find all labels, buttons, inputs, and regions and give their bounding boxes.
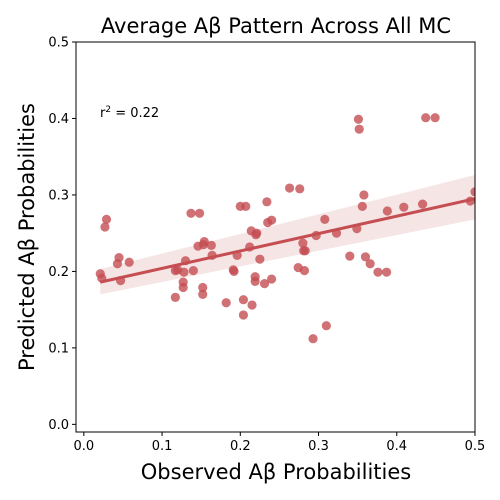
data-point [382, 206, 392, 216]
x-tick-label: 0.4 [386, 439, 407, 454]
data-point [100, 222, 110, 232]
confidence-band [100, 175, 475, 295]
y-tick-label: 0.0 [48, 418, 69, 433]
data-point [247, 300, 257, 310]
data-point [178, 282, 188, 293]
x-tick-label: 0.0 [73, 439, 94, 454]
data-point [259, 279, 270, 289]
data-point [124, 257, 134, 267]
data-point [255, 254, 265, 264]
data-point [252, 228, 262, 238]
r-squared-annotation: r2 = 0.22 [100, 105, 159, 121]
data-point [295, 184, 305, 194]
data-point [373, 267, 383, 277]
data-point [320, 214, 330, 225]
data-point [354, 124, 364, 134]
data-point [262, 197, 272, 207]
data-point [360, 252, 371, 262]
data-point [221, 298, 231, 308]
x-tick-label: 0.1 [152, 439, 173, 454]
y-axis-label: Predicted Aβ Probabilities [15, 103, 39, 371]
data-point [298, 238, 308, 248]
data-point [195, 208, 205, 218]
data-point [241, 201, 251, 212]
chart-title: Average Aβ Pattern Across All MC [101, 14, 451, 38]
data-point [198, 289, 208, 299]
data-point [421, 113, 431, 123]
data-point [188, 266, 198, 276]
y-tick-label: 0.5 [48, 36, 69, 51]
data-point [321, 321, 331, 331]
data-point [101, 214, 112, 225]
x-axis-label: Observed Aβ Probabilities [141, 460, 411, 484]
data-point [266, 274, 277, 284]
y-tick-label: 0.1 [48, 341, 69, 356]
data-point [381, 267, 392, 277]
data-point [229, 266, 239, 277]
data-point [359, 190, 369, 200]
y-tick-label: 0.2 [48, 265, 69, 280]
data-point [238, 295, 249, 305]
y-tick-label: 0.3 [48, 188, 69, 203]
data-point [186, 208, 196, 218]
data-point [206, 240, 216, 251]
data-point [284, 183, 295, 193]
data-point [365, 259, 375, 269]
data-point [345, 251, 355, 261]
plot-area: 0.0 0.1 0.2 0.3 0.4 0.5 0.0 0.1 0.2 0.3 0.4 0.5 [48, 36, 485, 455]
axes-frame [75, 41, 476, 433]
y-tick-label: 0.4 [48, 112, 69, 127]
data-point [399, 202, 409, 212]
plot-content [95, 113, 475, 344]
data-point [114, 253, 124, 263]
data-point [353, 114, 364, 124]
x-tick-label: 0.3 [308, 439, 329, 454]
data-point [238, 310, 249, 320]
data-point [308, 334, 318, 344]
data-point [266, 215, 277, 225]
data-point [417, 199, 428, 209]
data-point [430, 113, 440, 123]
data-point [299, 266, 310, 276]
data-point [300, 246, 310, 256]
data-point [250, 272, 260, 282]
data-point [357, 201, 367, 212]
x-tick-label: 0.5 [465, 439, 486, 454]
data-point [179, 267, 189, 277]
data-point [170, 292, 180, 303]
x-tick-label: 0.2 [230, 439, 251, 454]
regression-line [99, 197, 475, 284]
data-point [198, 282, 208, 293]
data-point [470, 187, 475, 197]
data-point [199, 236, 209, 247]
